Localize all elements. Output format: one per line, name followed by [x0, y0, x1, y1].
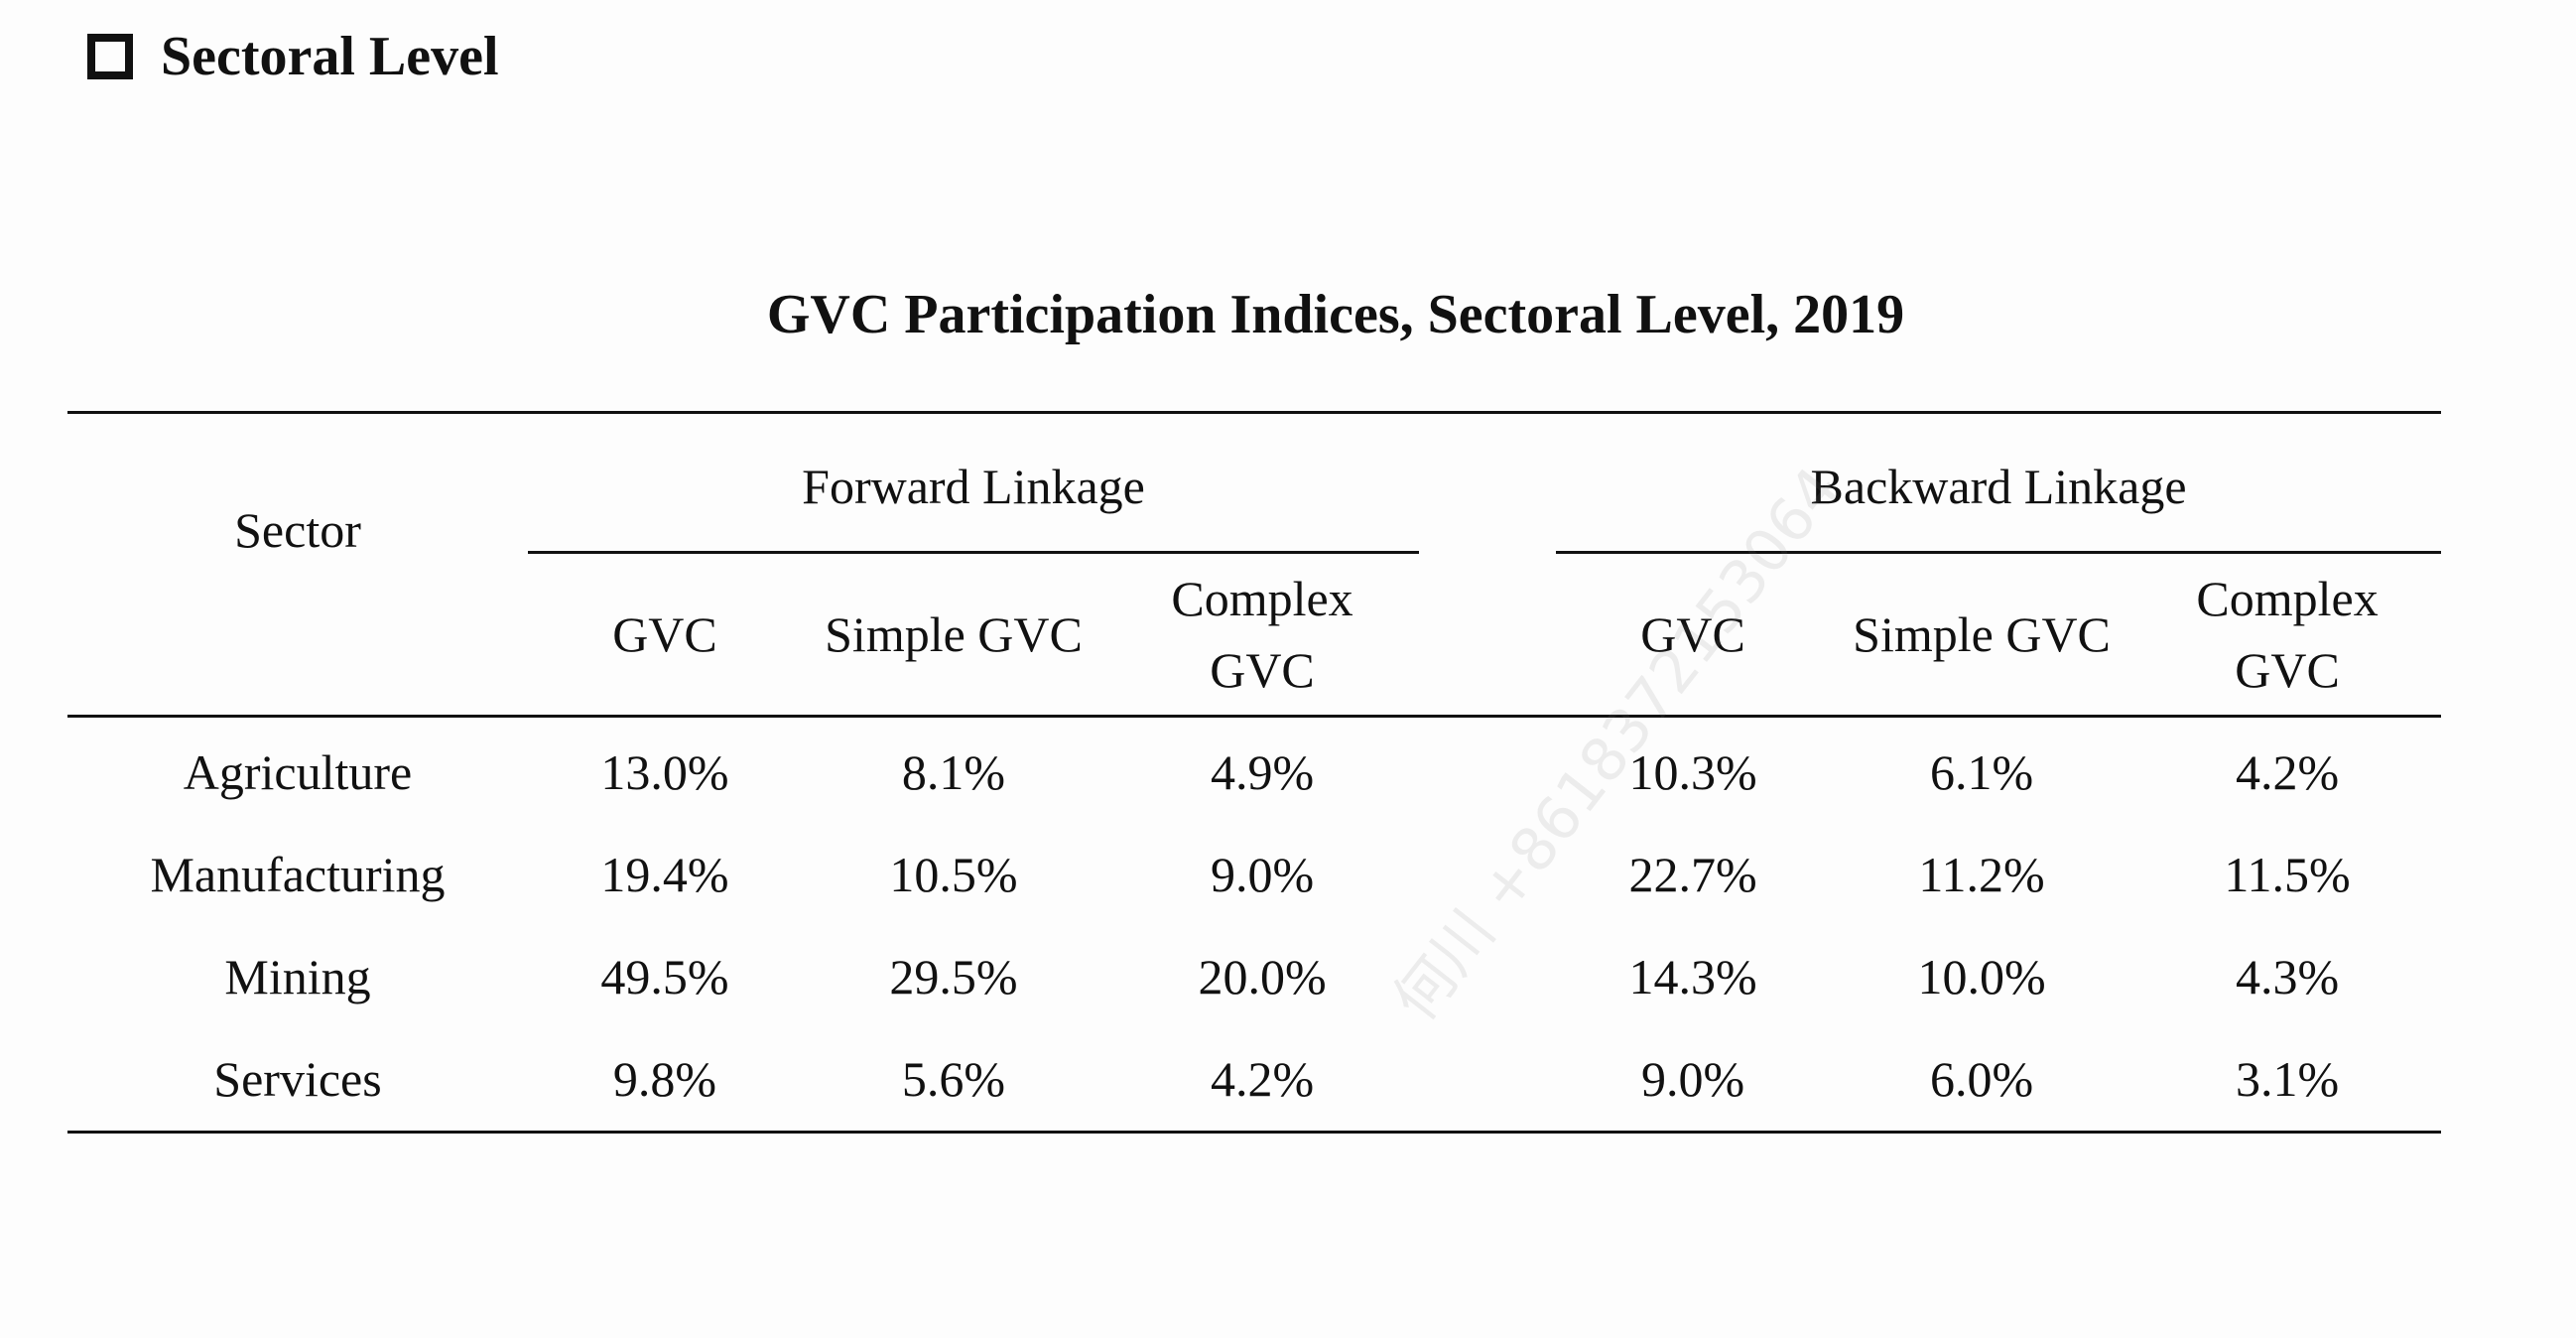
table-row: Mining 49.5% 29.5% 20.0% 14.3% 10.0% 4.3…	[67, 926, 2441, 1028]
forward-gvc-header: GVC	[528, 552, 802, 718]
sector-cell: Manufacturing	[150, 847, 446, 902]
complex-header-line1: Complex	[1171, 571, 1353, 626]
header-group-row: Sector Forward Linkage Backward Linkage	[67, 411, 2442, 718]
backward-complex-gvc-cell: 3.1%	[2133, 1028, 2442, 1134]
forward-linkage-header: Forward Linkage	[528, 411, 1420, 554]
forward-simple-gvc-cell: 10.5%	[889, 847, 1018, 902]
backward-complex-gvc-cell: 4.2%	[2235, 744, 2340, 800]
forward-complex-gvc-cell: 4.2%	[1105, 1028, 1420, 1134]
table-body: Agriculture 13.0% 8.1% 4.9% 10.3% 6.1% 4…	[67, 717, 2442, 1134]
backward-gvc-header: GVC	[1556, 552, 1831, 718]
complex-header-line1: Complex	[2196, 571, 2379, 626]
forward-simple-gvc-cell: 8.1%	[901, 744, 1006, 800]
backward-simple-gvc-cell: 6.0%	[1830, 1028, 2134, 1134]
column-gap	[1419, 926, 1556, 1028]
section-heading: Sectoral Level	[87, 22, 499, 91]
checkbox-icon	[87, 34, 133, 79]
forward-complex-gvc-cell: 20.0%	[1198, 949, 1327, 1004]
forward-gvc-cell: 49.5%	[600, 949, 729, 1004]
sector-cell: Services	[67, 1028, 528, 1134]
forward-gvc-cell: 19.4%	[600, 847, 729, 902]
backward-gvc-cell: 9.0%	[1556, 1028, 1831, 1134]
sector-column-header: Sector	[67, 411, 528, 718]
table-title: GVC Participation Indices, Sectoral Leve…	[766, 284, 1905, 345]
backward-complex-gvc-cell: 4.3%	[2235, 949, 2340, 1004]
backward-linkage-header: Backward Linkage	[1556, 411, 2442, 554]
complex-header-line2: GVC	[1210, 642, 1315, 698]
forward-simple-gvc-header: Simple GVC	[802, 552, 1105, 718]
forward-gvc-cell: 13.0%	[600, 744, 729, 800]
complex-header-line2: GVC	[2235, 642, 2340, 698]
backward-gvc-cell: 10.3%	[1628, 744, 1757, 800]
column-gap	[1419, 717, 1556, 825]
forward-complex-gvc-cell: 9.0%	[1210, 847, 1315, 902]
sector-cell: Agriculture	[183, 744, 413, 800]
forward-complex-gvc-cell: 4.9%	[1210, 744, 1315, 800]
header-sub-row: GVC Simple GVC Complex GVC GVC Simple GV…	[67, 552, 2442, 718]
column-gap	[1419, 552, 1557, 718]
backward-simple-gvc-cell: 6.1%	[1929, 744, 2034, 800]
sector-cell: Mining	[224, 949, 371, 1004]
backward-simple-gvc-header: Simple GVC	[1830, 552, 2134, 718]
backward-simple-gvc-cell: 10.0%	[1917, 949, 2046, 1004]
column-gap	[1419, 824, 1556, 926]
column-gap	[1419, 411, 1557, 553]
backward-simple-gvc-cell: 11.2%	[1918, 847, 2045, 902]
backward-gvc-cell: 14.3%	[1628, 949, 1757, 1004]
table-header: Sector Forward Linkage Backward Linkage …	[67, 411, 2442, 718]
forward-simple-gvc-cell: 29.5%	[889, 949, 1018, 1004]
table-row: Agriculture 13.0% 8.1% 4.9% 10.3% 6.1% 4…	[67, 717, 2441, 825]
forward-complex-gvc-header: Complex GVC	[1105, 552, 1420, 718]
table-row: Manufacturing 19.4% 10.5% 9.0% 22.7% 11.…	[67, 824, 2441, 926]
backward-complex-gvc-cell: 11.5%	[2224, 847, 2351, 902]
gvc-table-container: Sector Forward Linkage Backward Linkage …	[67, 411, 2442, 1134]
forward-gvc-cell: 9.8%	[528, 1028, 802, 1134]
backward-gvc-cell: 22.7%	[1628, 847, 1757, 902]
column-gap	[1419, 1028, 1557, 1134]
backward-complex-gvc-header: Complex GVC	[2133, 552, 2442, 718]
forward-simple-gvc-cell: 5.6%	[802, 1028, 1105, 1134]
gvc-participation-table: Sector Forward Linkage Backward Linkage …	[67, 411, 2442, 1134]
section-heading-text: Sectoral Level	[161, 26, 499, 87]
table-row: Services 9.8% 5.6% 4.2% 9.0% 6.0% 3.1%	[67, 1028, 2442, 1134]
